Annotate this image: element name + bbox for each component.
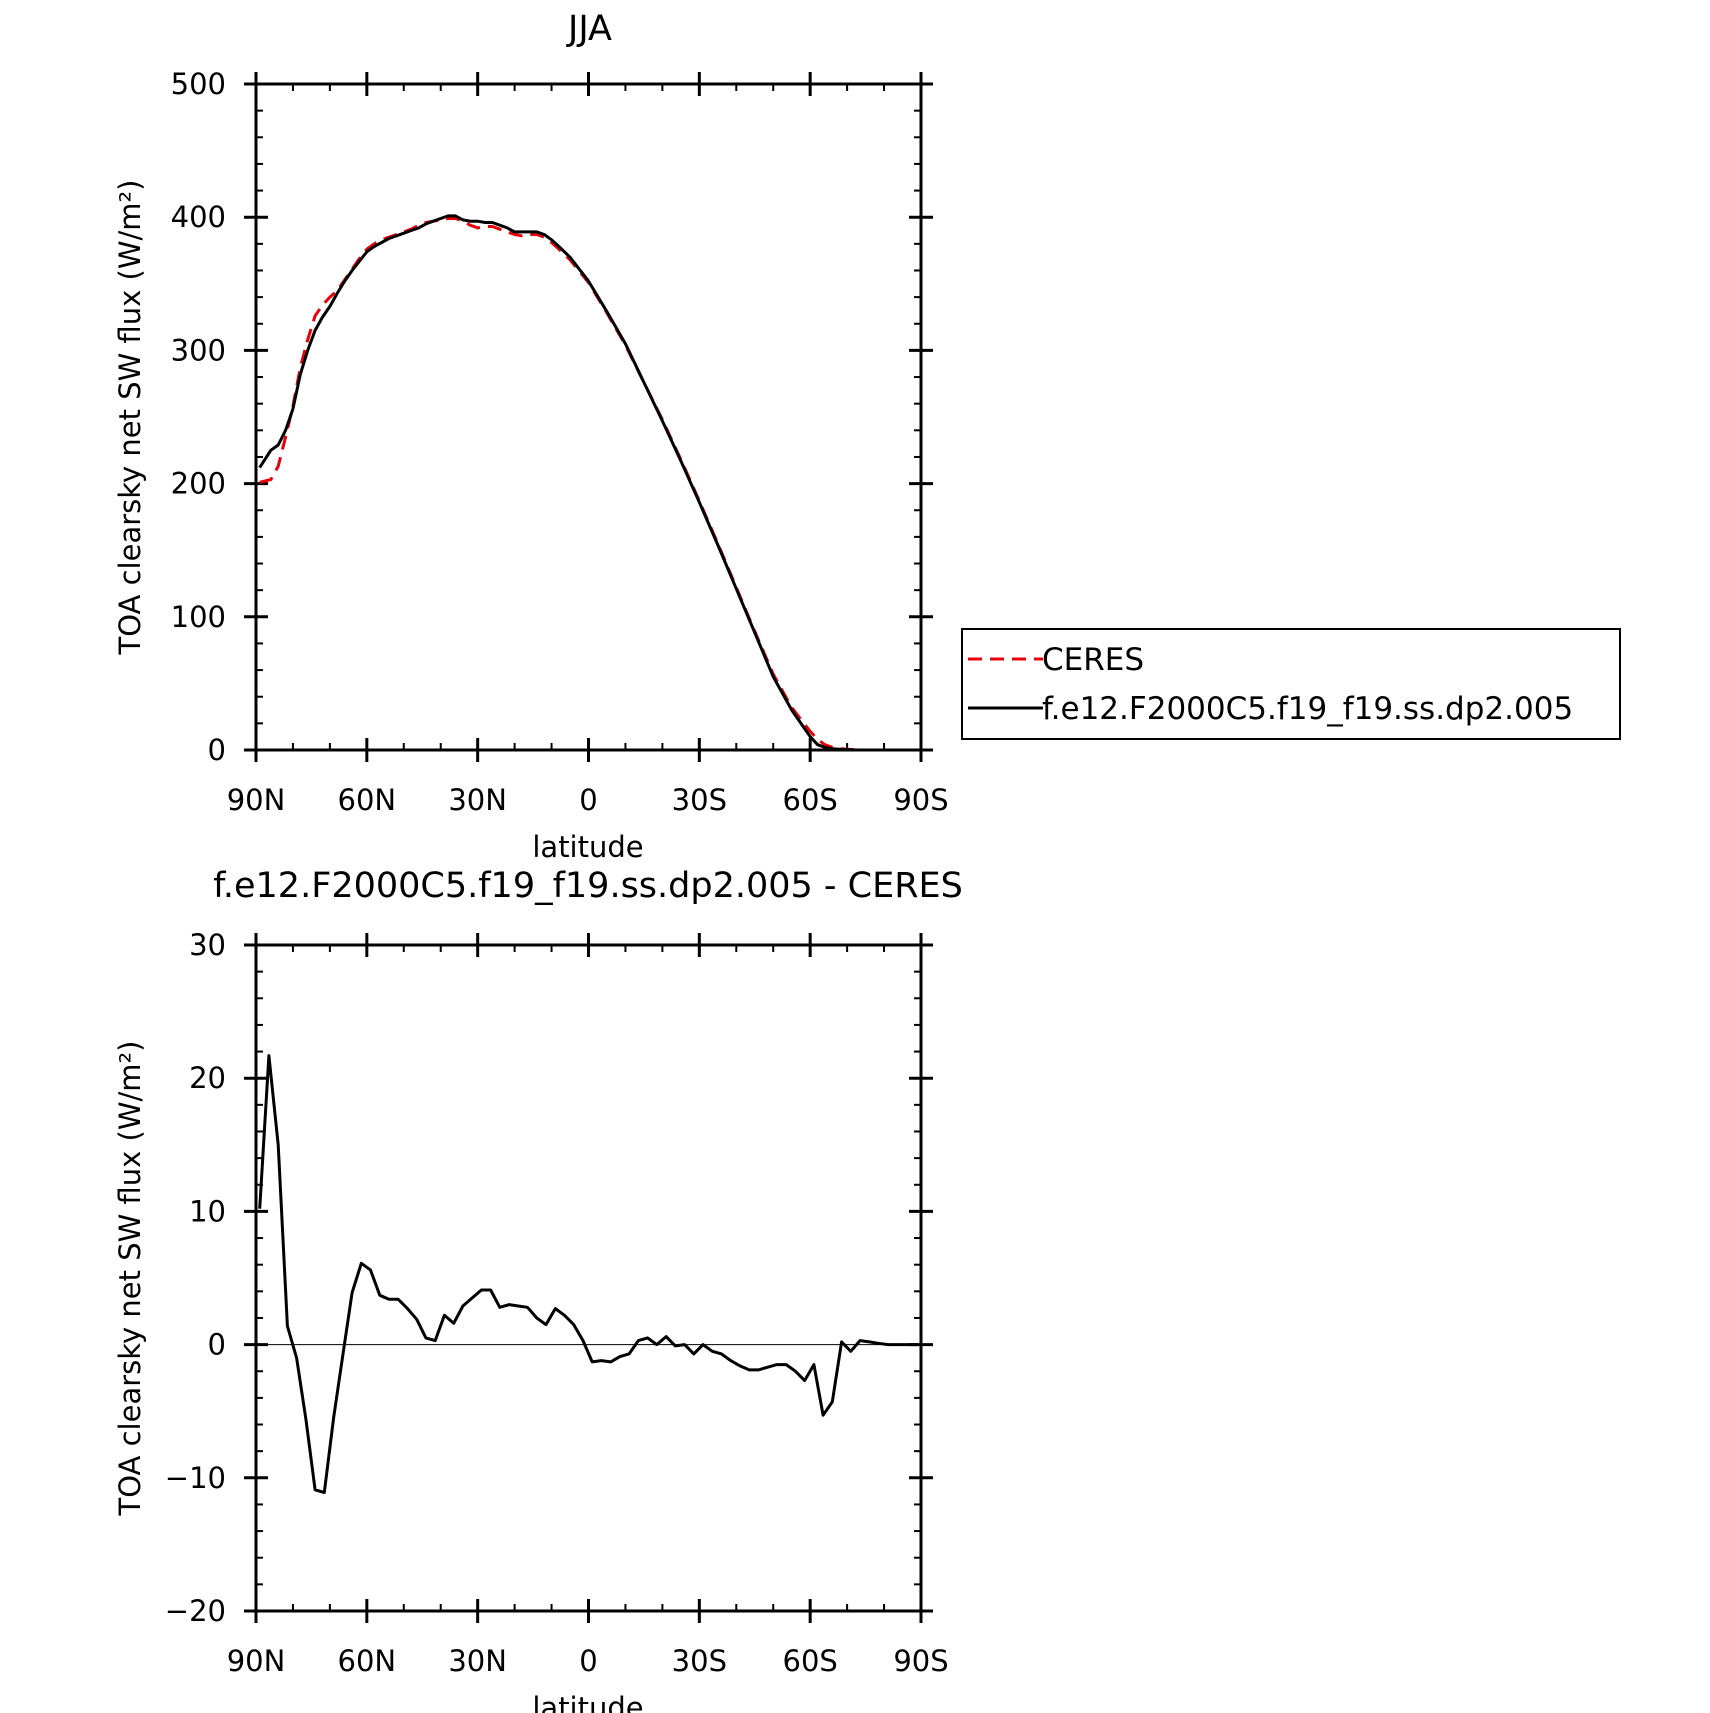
top-x-tick-label: 60N: [338, 783, 397, 817]
top-y-tick-label: 500: [171, 67, 226, 101]
top-x-tick-label: 30N: [448, 783, 507, 817]
bottom-y-tick-label: 20: [189, 1061, 226, 1095]
top-x-tick-label: 90N: [227, 783, 286, 817]
top-series-lines: [258, 214, 918, 752]
bottom-y-tick-label: 0: [208, 1328, 226, 1362]
bottom-tick-labels: −20 −10 0 10 20 30 90N 60N 30N 0 30S 60S 90S: [165, 928, 949, 1678]
legend-entry-ceres: CERES: [968, 642, 1144, 678]
legend-label-model: f.e12.F2000C5.f19_f19.ss.dp2.005: [1042, 691, 1573, 727]
legend-box: [961, 628, 1621, 740]
bottom-x-tick-label: 90N: [227, 1644, 286, 1678]
bottom-y-tick-label: −10: [165, 1461, 226, 1495]
legend-label-ceres: CERES: [1042, 642, 1144, 678]
top-x-axis-title: latitude: [532, 830, 643, 864]
bottom-plot-frame: [254, 943, 923, 1613]
top-y-tick-label: 100: [171, 600, 226, 634]
top-plot-frame: [254, 82, 923, 752]
bottom-x-tick-label: 30N: [448, 1644, 507, 1678]
bottom-series-line-difference: [258, 1054, 918, 1494]
bottom-x-tick-label: 90S: [893, 1644, 948, 1678]
bottom-x-tick-label: 30S: [672, 1644, 727, 1678]
top-series-line-f-e12-f2000c5-f19-f19-ss-dp2-005: [258, 214, 918, 752]
legend: CERES f.e12.F2000C5.f19_f19.ss.dp2.005: [961, 628, 1621, 740]
legend-entry-model: f.e12.F2000C5.f19_f19.ss.dp2.005: [968, 691, 1573, 727]
bottom-x-tick-label: 60N: [338, 1644, 397, 1678]
bottom-plot-title: f.e12.F2000C5.f19_f19.ss.dp2.005 - CERES: [213, 866, 963, 906]
bottom-y-tick-label: 10: [189, 1194, 226, 1228]
top-y-tick-label: 400: [171, 200, 226, 234]
top-x-tick-label: 60S: [783, 783, 838, 817]
top-x-tick-label: 90S: [893, 783, 948, 817]
top-plot-title: JJA: [566, 9, 612, 49]
top-y-tick-label: 300: [171, 333, 226, 367]
bottom-x-tick-label: 0: [579, 1644, 597, 1678]
top-series-line-ceres: [259, 217, 918, 752]
bottom-y-axis-title: TOA clearsky net SW flux (W/m²): [113, 1041, 147, 1517]
bottom-x-tick-label: 60S: [783, 1644, 838, 1678]
top-x-tick-label: 30S: [672, 783, 727, 817]
top-tick-labels: 0 100 200 300 400 500 90N 60N 30N 0 30S 60S 90S: [171, 67, 949, 817]
top-x-tick-label: 0: [579, 783, 597, 817]
top-axis-ticks: [244, 72, 933, 762]
top-y-axis-title: TOA clearsky net SW flux (W/m²): [113, 180, 147, 656]
top-y-tick-label: 0: [208, 733, 226, 767]
bottom-y-tick-label: −20: [165, 1594, 226, 1628]
bottom-y-tick-label: 30: [189, 928, 226, 962]
bottom-series-lines: [256, 1054, 921, 1494]
bottom-x-axis-title: latitude: [532, 1691, 643, 1713]
bottom-axis-ticks: [244, 933, 933, 1623]
top-y-tick-label: 200: [171, 467, 226, 501]
bottom-panel-difference: f.e12.F2000C5.f19_f19.ss.dp2.005 - CERES…: [113, 866, 963, 1713]
